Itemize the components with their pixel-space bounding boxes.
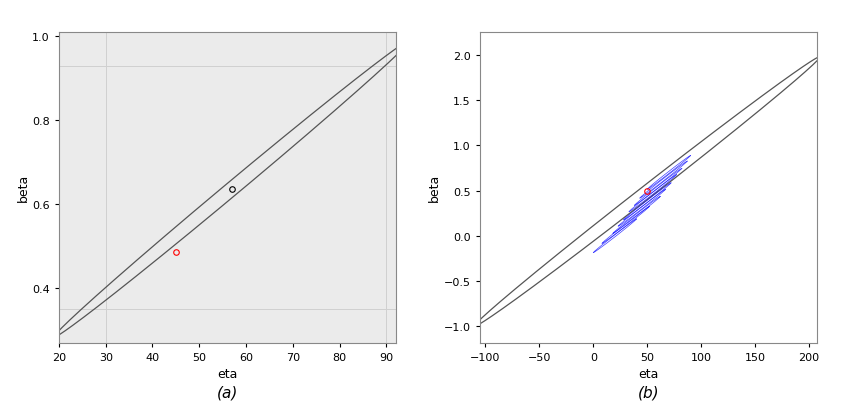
X-axis label: eta: eta [217, 367, 237, 380]
Y-axis label: beta: beta [16, 174, 29, 202]
Text: (a): (a) [216, 385, 238, 399]
Y-axis label: beta: beta [428, 174, 441, 202]
X-axis label: eta: eta [638, 367, 658, 380]
Text: (b): (b) [637, 385, 659, 399]
